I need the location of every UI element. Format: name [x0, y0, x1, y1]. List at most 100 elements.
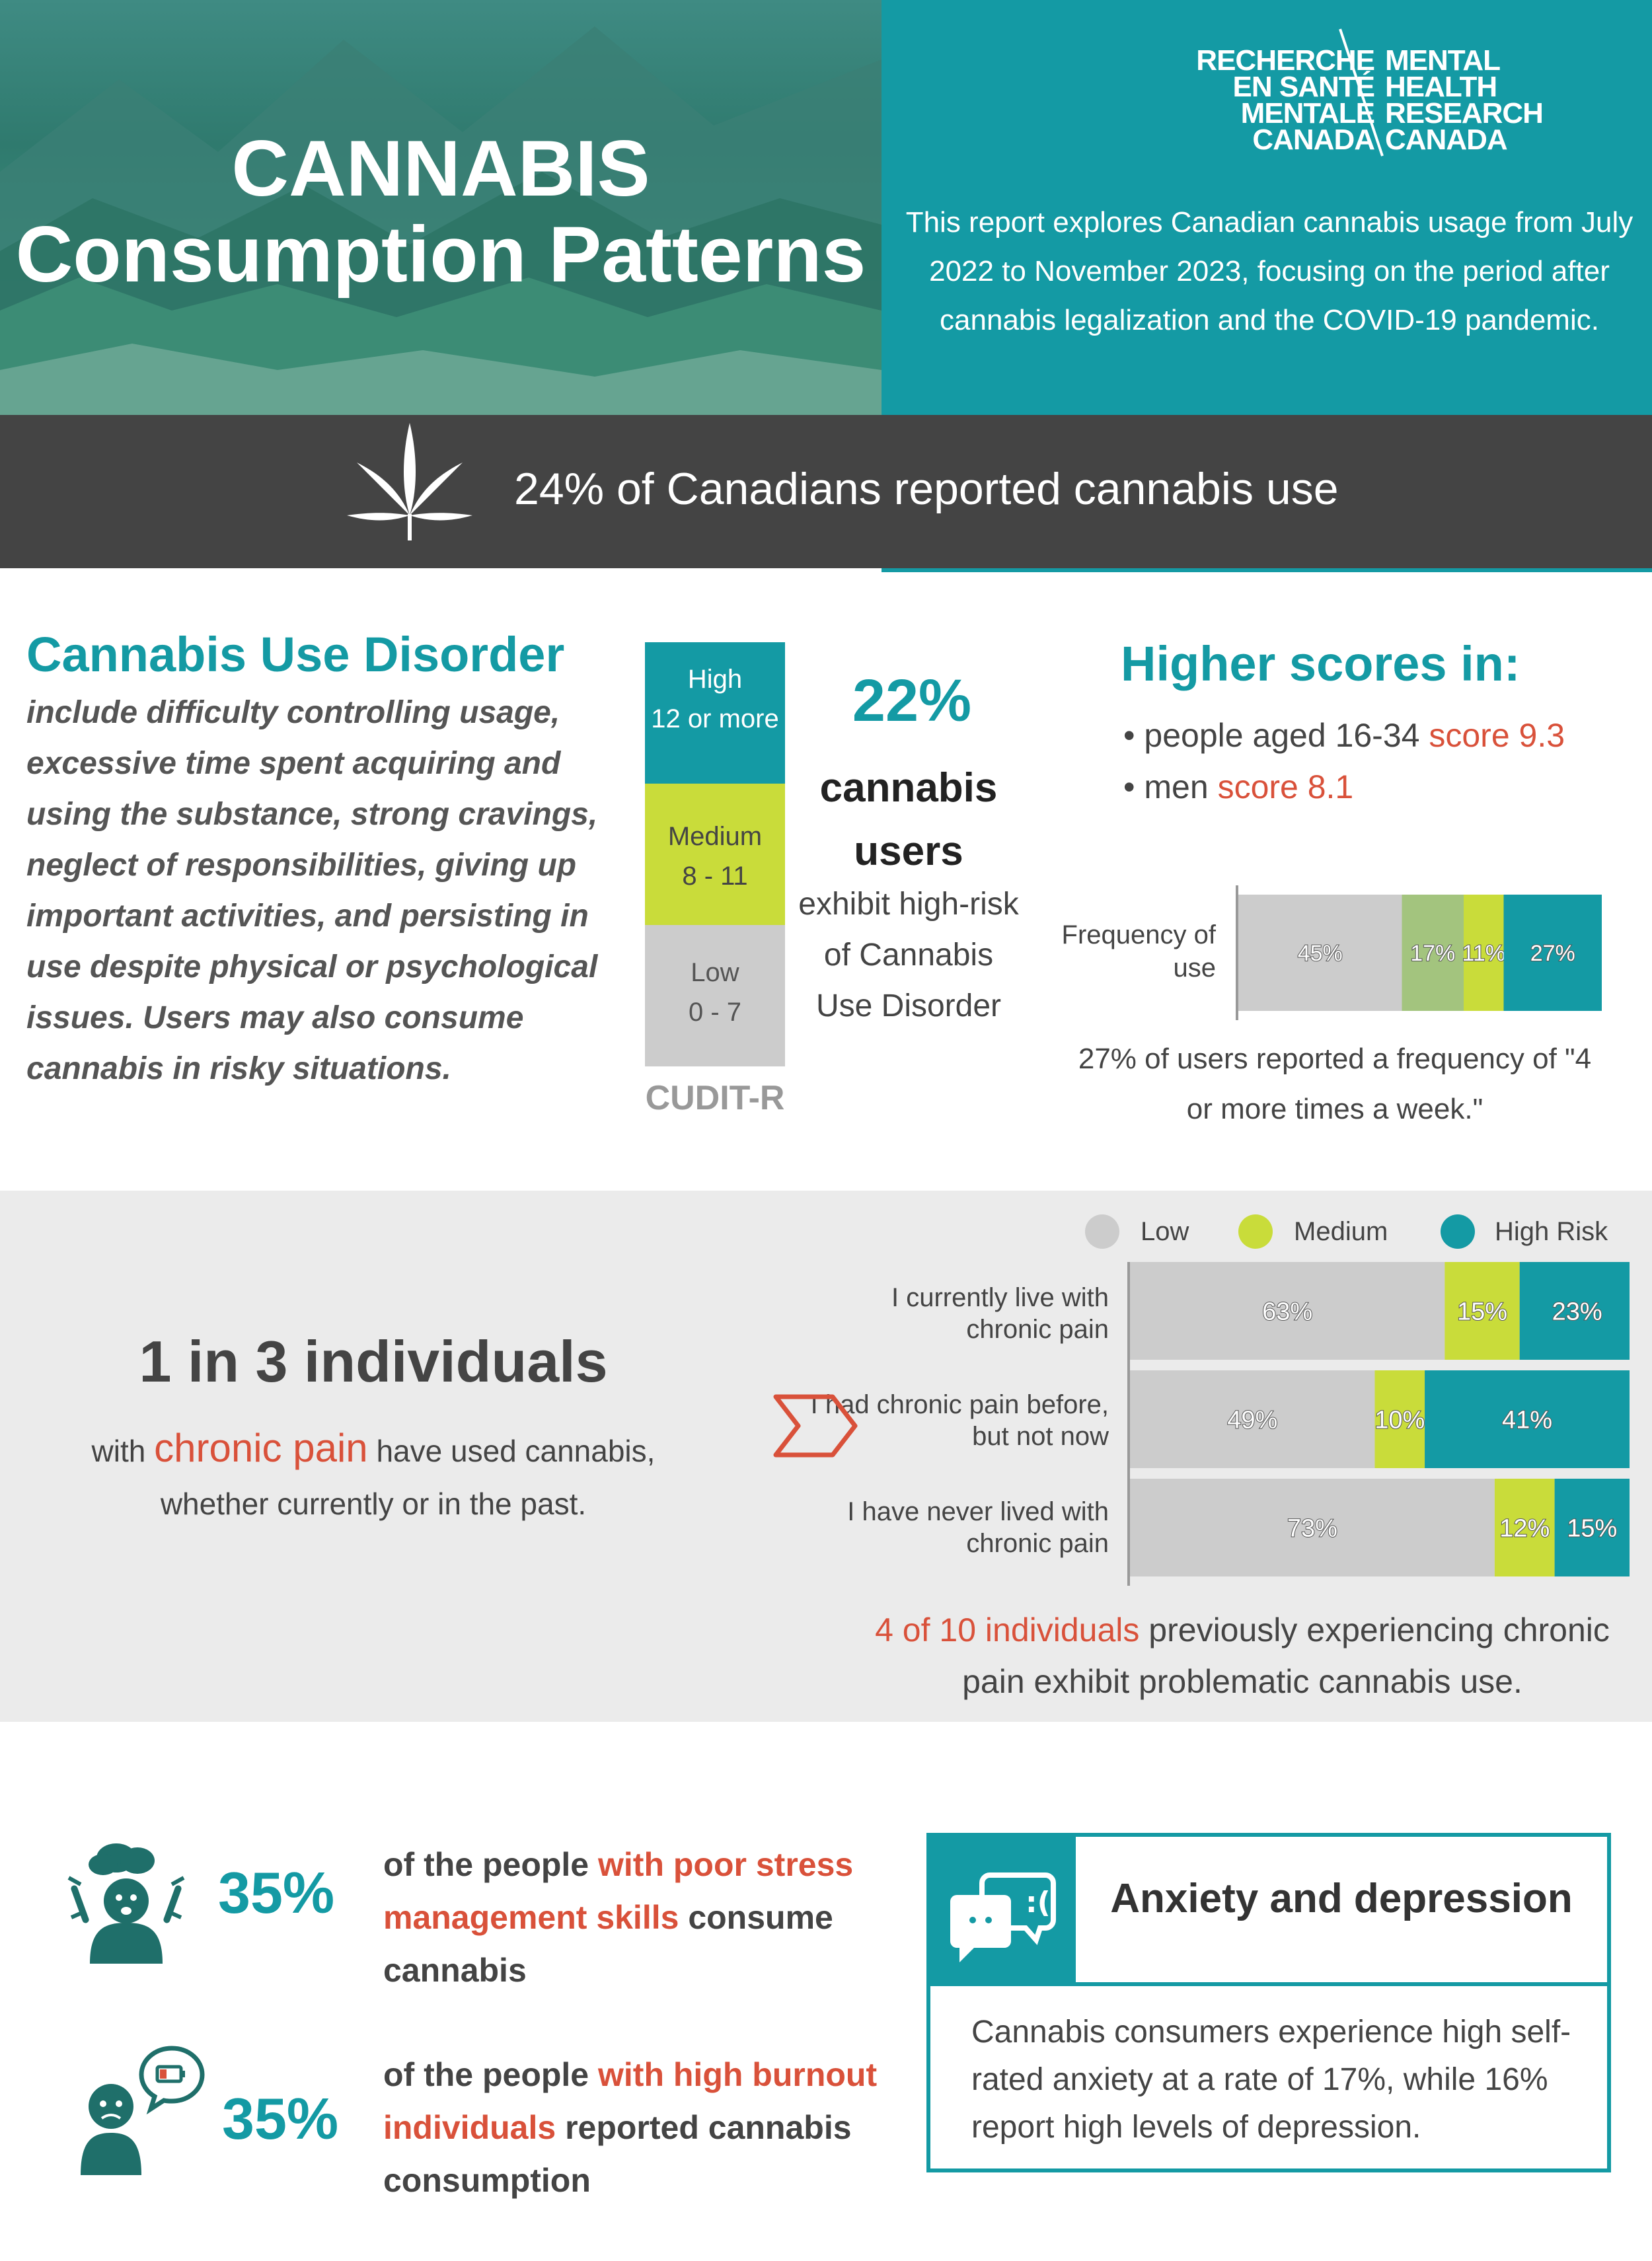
legend-medium-label: Medium: [1294, 1217, 1388, 1246]
title-line-2: Consumption Patterns: [15, 210, 866, 299]
chronic-pain-chart: 63% 15% 23% 49% 10% 41% 73% 12% 15%: [1130, 1262, 1630, 1576]
logo-en-line: CANADA: [1385, 124, 1508, 156]
burnout-stat-text: of the people with high burnout individu…: [383, 2048, 885, 2207]
cudit-level-label: Medium: [667, 822, 763, 851]
bar-data-label: 63%: [1262, 1298, 1312, 1325]
cudit-level-range: 0 - 7: [688, 998, 742, 1027]
burnout-person-icon: [81, 2046, 205, 2175]
stat-highlight: with poor stress management skills: [383, 1846, 854, 1936]
bar-segment: [1445, 1262, 1520, 1360]
logo-en-line: RESEARCH: [1385, 97, 1544, 130]
bullet-icon: •: [1123, 717, 1145, 754]
legend-high-label: High Risk: [1495, 1217, 1608, 1246]
bar-segment: [1130, 1479, 1495, 1576]
cud-title: Cannabis Use Disorder: [26, 627, 565, 682]
logo-english: MENTAL HEALTH RESEARCH CANADA: [1385, 44, 1649, 156]
bar-data-label: 73%: [1287, 1514, 1337, 1542]
higher-score-value: score 8.1: [1217, 768, 1354, 805]
legend-high-swatch: [1441, 1214, 1475, 1249]
pain-row-label: I currently live with chronic pain: [891, 1283, 1109, 1344]
legend-medium-swatch: [1238, 1214, 1273, 1249]
stat-highlight: with high burnout individuals: [383, 2056, 878, 2146]
legend-low-swatch: [1085, 1214, 1119, 1249]
frequency-axis-label: Frequency of use: [1061, 920, 1216, 982]
stress-stat-text: of the people with poor stress managemen…: [383, 1838, 885, 1997]
bar-data-label: 49%: [1227, 1406, 1277, 1434]
anxiety-depression-card: [926, 1833, 1611, 2172]
subtext-highlight: chronic pain: [154, 1426, 368, 1470]
higher-score-label: men: [1144, 768, 1209, 805]
accent-line: [882, 568, 1652, 572]
stat-pre: of the people: [383, 1846, 589, 1883]
bar-data-label: 41%: [1502, 1406, 1552, 1434]
logo-french: RECHERCHE EN SANTÉ MENTALE CANADA: [1123, 44, 1375, 155]
band-headline: 24% of Canadians reported cannabis use: [514, 464, 1339, 514]
higher-scores-title: Higher scores in:: [1121, 636, 1521, 691]
logo-en-line: HEALTH: [1385, 71, 1497, 103]
burnout-stat-percent: 35%: [222, 2086, 339, 2151]
stat-post: consume cannabis: [383, 1899, 833, 1989]
stat-pre: of the people: [383, 2056, 589, 2093]
cudit-low-segment: Low 0 - 7: [645, 925, 785, 1066]
bar-segment: [1494, 1479, 1555, 1576]
bar-segment: [1425, 1370, 1630, 1468]
bullet-icon: •: [1123, 768, 1145, 805]
bar-segment: [1554, 1479, 1630, 1576]
cudit-level-range: 8 - 11: [682, 862, 748, 891]
anxiety-text: Cannabis consumers experience high self-…: [971, 2015, 1571, 2145]
bar-data-label: 45%: [1298, 941, 1343, 966]
bar-data-label: 11%: [1462, 941, 1505, 966]
cud-stat-line-2: exhibit high-risk of Cannabis Use Disord…: [798, 887, 1019, 1023]
chronic-pain-headline: 1 in 3 individuals: [139, 1329, 608, 1394]
bar-data-label: 12%: [1499, 1514, 1550, 1542]
title-line-1: CANNABIS: [231, 124, 650, 213]
logo-fr-line: EN SANTÉ: [1232, 71, 1375, 103]
stress-stat-percent: 35%: [218, 1860, 335, 1925]
logo-fr-line: RECHERCHE: [1196, 44, 1375, 77]
higher-score-label: people aged 16-34: [1144, 717, 1420, 754]
frequency-chart: 45% 17% 11% 27%: [1238, 895, 1602, 1011]
bar-segment: [1519, 1262, 1630, 1360]
cud-stat-percent: 22%: [852, 668, 972, 734]
pain-row-label: I have never lived with chronic pain: [847, 1497, 1109, 1558]
card-divider: [926, 1982, 1611, 1986]
cannabis-leaf-icon: [347, 423, 472, 540]
anxiety-icon-box: :(: [926, 1833, 1076, 1986]
bar-segment: [1464, 895, 1504, 1011]
subtext-post: have used cannabis, whether currently or…: [160, 1434, 656, 1521]
bar-segment: [1238, 895, 1402, 1011]
bar-segment: [1503, 895, 1602, 1011]
chronic-pain-note: 4 of 10 individuals previously experienc…: [839, 1604, 1645, 1707]
frequency-axis-line: [1236, 885, 1238, 1020]
cudit-high-segment: High 12 or more: [645, 642, 785, 784]
logo-fr-line: MENTALE: [1240, 97, 1375, 130]
bar-data-label: 10%: [1374, 1406, 1425, 1434]
bar-data-label: 23%: [1552, 1298, 1602, 1325]
cudit-level-label: Low: [691, 958, 739, 987]
higher-score-value: score 9.3: [1429, 717, 1565, 754]
header-info-panel: [882, 0, 1652, 415]
pain-axis-line: [1127, 1262, 1130, 1586]
bar-segment: [1374, 1370, 1425, 1468]
logo-en-line: MENTAL: [1385, 44, 1501, 77]
note-rest: previously experiencing chronic pain exh…: [962, 1612, 1610, 1700]
cud-stat-line-1: cannabis users: [819, 765, 998, 874]
bar-segment: [1402, 895, 1464, 1011]
cudit-medium-segment: Medium 8 - 11: [645, 784, 785, 925]
stressed-person-icon: [67, 1843, 185, 1964]
subtext-pre: with: [91, 1434, 146, 1468]
cudit-level-range: 12 or more: [651, 704, 779, 733]
frequency-note: 27% of users reported a frequency of "4 …: [1078, 1043, 1592, 1125]
anxiety-title: Anxiety and depression: [1110, 1876, 1573, 1921]
hero-banner: CANNABIS Consumption Patterns: [0, 0, 882, 415]
note-highlight: 4 of 10 individuals: [875, 1612, 1140, 1649]
sad-chat-icon: :(: [950, 1872, 1056, 1962]
cudit-level-label: High: [687, 665, 743, 694]
mountain-landscape-illustration: [0, 26, 882, 415]
cudit-scale-name: CUDIT-R: [645, 1079, 785, 1117]
chronic-pain-subtext: with chronic pain have used cannabis, wh…: [40, 1422, 707, 1530]
bar-data-label: 27%: [1530, 941, 1575, 966]
intro-text: This report explores Canadian cannabis u…: [905, 206, 1633, 336]
bar-data-label: 15%: [1457, 1298, 1507, 1325]
bar-data-label: 17%: [1410, 941, 1455, 966]
